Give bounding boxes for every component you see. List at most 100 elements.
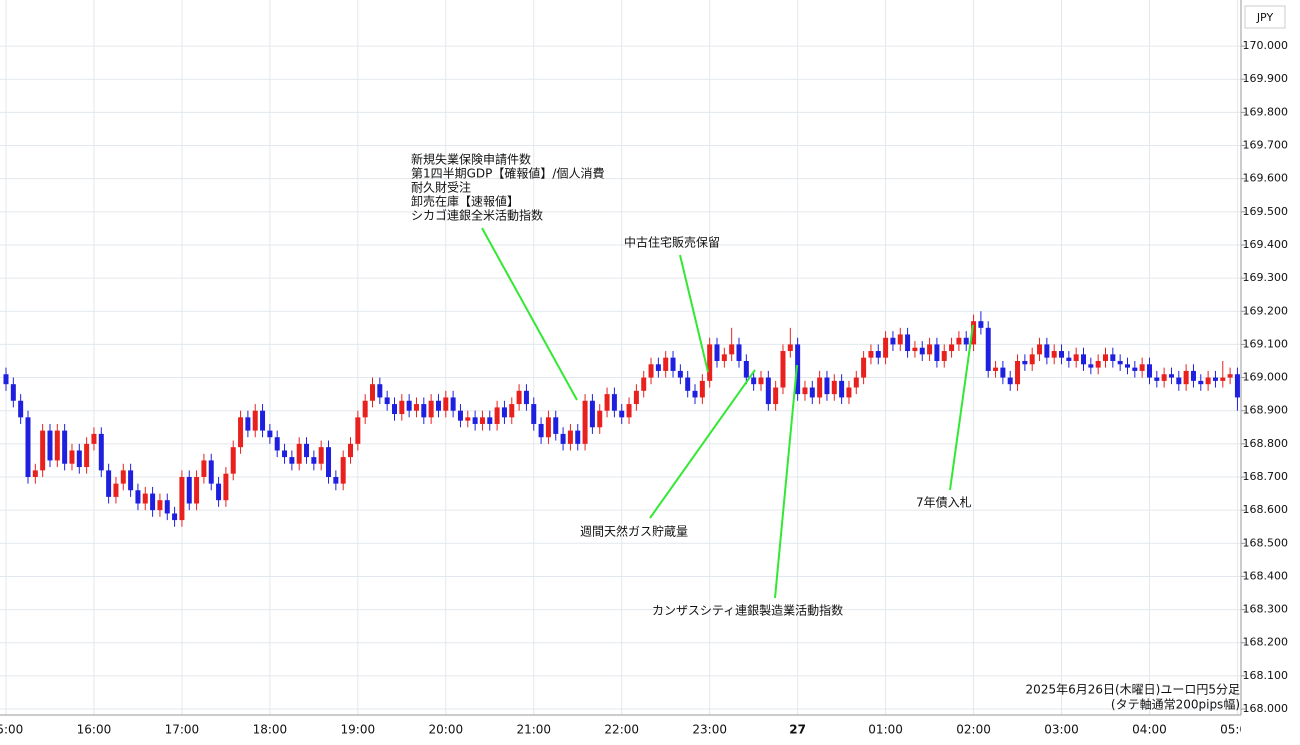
x-tick-label: 23:00 bbox=[692, 723, 727, 737]
candle-body bbox=[289, 457, 295, 464]
annotation: 7年債入札 bbox=[916, 495, 972, 510]
plot-area bbox=[0, 0, 1241, 715]
candle-body bbox=[1117, 360, 1123, 365]
candle-body bbox=[1044, 344, 1050, 358]
x-tick-label: 16:00 bbox=[77, 723, 112, 737]
candle-body bbox=[714, 344, 720, 361]
candle-body bbox=[150, 493, 156, 511]
y-tick-label: 170.000 bbox=[1243, 39, 1289, 52]
candle-body bbox=[472, 417, 478, 424]
candle-body bbox=[773, 387, 779, 405]
candle-body bbox=[1066, 357, 1072, 361]
y-tick-label: 169.300 bbox=[1243, 271, 1289, 284]
candle-body bbox=[413, 404, 419, 411]
candle-body bbox=[501, 407, 507, 418]
x-tick-label: 21:00 bbox=[516, 723, 551, 737]
candle-body bbox=[765, 377, 771, 405]
candle-body bbox=[861, 357, 867, 378]
candle-body bbox=[604, 394, 610, 411]
candle-body bbox=[421, 404, 427, 418]
candle-body bbox=[465, 417, 471, 421]
candle-body bbox=[582, 400, 588, 444]
candle-body bbox=[487, 417, 493, 424]
candle-body bbox=[1190, 370, 1196, 381]
candle-body bbox=[164, 500, 170, 514]
candle-body bbox=[32, 470, 38, 477]
y-tick-label: 168.000 bbox=[1243, 702, 1289, 715]
candle-body bbox=[677, 370, 683, 378]
candle-body bbox=[516, 390, 522, 405]
y-tick-label: 169.400 bbox=[1243, 238, 1289, 251]
currency-box bbox=[1244, 5, 1286, 29]
candle-body bbox=[479, 417, 485, 424]
candle-body bbox=[802, 387, 808, 395]
candle-body bbox=[553, 417, 559, 434]
candle-body bbox=[1110, 354, 1116, 361]
candle-body bbox=[1124, 364, 1130, 368]
candle-body bbox=[758, 377, 764, 385]
candle-body bbox=[84, 443, 90, 468]
candle-body bbox=[1176, 377, 1182, 385]
y-tick-label: 169.800 bbox=[1243, 105, 1289, 118]
x-tick-label: 19:00 bbox=[341, 723, 376, 737]
candle-body bbox=[971, 321, 977, 345]
candle-body bbox=[611, 394, 617, 411]
candle-body bbox=[1198, 380, 1204, 385]
candle-body bbox=[729, 344, 735, 355]
x-tick-label: 15:00 bbox=[0, 723, 23, 737]
candle-body bbox=[1161, 374, 1167, 381]
leader-line bbox=[949, 324, 974, 491]
candle-body bbox=[626, 404, 632, 418]
annotation: 新規失業保険申請件数 bbox=[411, 152, 531, 167]
candle-body bbox=[311, 457, 317, 464]
y-tick-label: 168.700 bbox=[1243, 470, 1289, 483]
candle-body bbox=[377, 384, 383, 398]
candle-body bbox=[326, 447, 332, 477]
annotation-leaders bbox=[481, 227, 974, 599]
candle-body bbox=[941, 351, 947, 361]
y-tick-label: 169.000 bbox=[1243, 371, 1289, 384]
candle-body bbox=[853, 377, 859, 388]
candle-body bbox=[868, 351, 874, 358]
candle-body bbox=[1000, 367, 1006, 378]
candle-body bbox=[897, 334, 903, 345]
candle-body bbox=[223, 473, 229, 501]
annotation: シカゴ連銀全米活動指数 bbox=[411, 208, 543, 223]
candle-body bbox=[963, 337, 969, 345]
price-axis: JPY 168.000 168.100 168.200 168.300 168.400 1… bbox=[1240, 0, 1300, 745]
candle-body bbox=[523, 390, 529, 405]
candle-body bbox=[1015, 360, 1021, 385]
candle-body bbox=[670, 357, 676, 371]
candle-body bbox=[494, 407, 500, 424]
candle-body bbox=[1029, 354, 1035, 365]
candle-body bbox=[318, 447, 324, 464]
candle-body bbox=[428, 400, 434, 418]
candle-body bbox=[1220, 377, 1226, 381]
candle-body bbox=[113, 483, 119, 497]
candle-body bbox=[509, 404, 515, 418]
candle-body bbox=[1007, 377, 1013, 385]
candle-body bbox=[384, 397, 390, 405]
x-tick-label: 03:00 bbox=[1044, 723, 1079, 737]
candle-body bbox=[391, 404, 397, 415]
candle-body bbox=[1205, 377, 1211, 385]
candle-body bbox=[1154, 377, 1160, 381]
candle-body bbox=[1022, 360, 1028, 365]
candle-body bbox=[340, 457, 346, 484]
candle-body bbox=[1103, 354, 1108, 361]
y-tick-label: 169.500 bbox=[1243, 205, 1289, 218]
candle-body bbox=[795, 344, 801, 395]
candle-body bbox=[238, 417, 244, 448]
candle-body bbox=[949, 344, 955, 352]
candle-body bbox=[54, 430, 60, 461]
candle-body bbox=[296, 443, 302, 464]
candle-body bbox=[179, 476, 185, 521]
candle-body bbox=[545, 417, 551, 438]
candle-body bbox=[817, 377, 823, 398]
candle-body bbox=[128, 470, 134, 491]
y-tick-label: 168.400 bbox=[1243, 569, 1289, 582]
candle-body bbox=[230, 447, 236, 474]
candle-body bbox=[721, 354, 727, 361]
candle-body bbox=[883, 337, 889, 358]
